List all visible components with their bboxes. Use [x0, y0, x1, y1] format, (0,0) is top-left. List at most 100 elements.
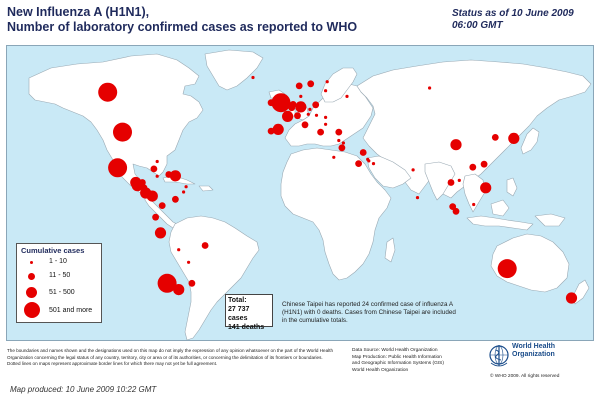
case-marker-israel — [338, 144, 346, 152]
case-marker-venezuela — [172, 195, 179, 203]
legend-item-m: 51 - 500 — [17, 285, 101, 301]
philippines-landmass — [506, 177, 518, 197]
scandinavia-landmass — [320, 67, 358, 103]
total-deaths: 141 deaths — [228, 324, 265, 331]
source-line-4: World Health Organization — [352, 367, 409, 373]
case-marker-hungary — [314, 113, 319, 117]
case-marker-italy — [301, 121, 309, 129]
copyright: © WHO 2009. All rights reserved — [490, 374, 560, 379]
case-marker-uruguay — [188, 279, 196, 287]
greenland-landmass — [204, 49, 264, 91]
case-marker-qatar — [367, 159, 371, 163]
case-marker-honduras — [139, 179, 146, 186]
case-marker-belgium — [288, 104, 296, 112]
case-marker-poland — [312, 101, 320, 109]
case-marker-germany — [295, 101, 307, 113]
chinese-taipei-note: Chinese Taipei has reported 24 confirmed… — [282, 301, 456, 324]
status-date: Status as of 10 June 2009 06:00 GMT — [452, 8, 597, 32]
case-marker-switzerland — [294, 112, 301, 120]
case-marker-kuwait — [359, 149, 367, 156]
legend-item-l: 501 and more — [17, 302, 101, 318]
case-marker-canada — [98, 82, 118, 102]
case-marker-united-states — [113, 122, 132, 142]
case-marker-denmark — [299, 94, 303, 98]
arabia-landmass — [366, 155, 412, 189]
case-marker-lebanon — [341, 141, 345, 145]
case-marker-viet-nam — [457, 178, 461, 182]
who-name-line-1: World Health — [512, 343, 556, 350]
legend-label-l: 501 and more — [49, 307, 93, 314]
case-marker-thailand — [447, 179, 455, 186]
case-marker-estonia — [324, 89, 328, 93]
case-marker-china — [450, 139, 462, 151]
case-marker-saudi-arabia — [355, 160, 362, 167]
source-line-3: and Geographic Information Systems (GIS) — [352, 361, 444, 366]
case-marker-spain — [272, 123, 284, 135]
africa-landmass — [280, 147, 392, 281]
case-marker-paraguay — [187, 260, 191, 264]
indochina-landmass — [462, 173, 486, 213]
legend-item-s: 11 - 50 — [17, 269, 101, 285]
case-marker-united-arab-emirates — [371, 162, 376, 166]
case-marker-russia — [345, 94, 349, 98]
status-line-2: 06:00 GMT — [452, 20, 503, 31]
case-marker-turkey — [335, 128, 343, 136]
hispaniola-landmass — [198, 185, 214, 192]
legend-item-xs: 1 - 10 — [17, 255, 101, 271]
legend: Cumulative cases 1 - 10 11 - 50 51 - 500… — [16, 243, 102, 323]
total-label: Total: — [228, 297, 247, 304]
source-line-1: Data Source: World Health Organization — [352, 348, 438, 353]
case-marker-austria — [306, 112, 310, 116]
case-marker-peru — [154, 227, 167, 239]
case-marker-bahamas — [155, 159, 159, 164]
case-marker-republic-of-korea — [491, 134, 499, 141]
who-emblem-icon — [489, 345, 509, 367]
case-marker-puerto-rico — [169, 170, 181, 182]
legend-label-s: 11 - 50 — [49, 272, 71, 279]
india-landmass — [424, 161, 456, 201]
case-marker-singapore — [452, 207, 460, 215]
south-america-landmass — [168, 215, 260, 340]
legend-dot-s — [28, 273, 35, 280]
indonesia-landmass — [466, 215, 534, 231]
total-cases: 27 737 cases — [228, 306, 250, 322]
case-marker-jamaica — [155, 174, 159, 178]
case-marker-norway — [295, 82, 303, 90]
case-marker-romania — [324, 115, 328, 119]
case-marker-bolivia — [177, 248, 181, 252]
legend-dot-xs — [30, 261, 33, 264]
status-line-1: Status as of 10 June 2009 — [452, 8, 574, 19]
case-marker-czech-republic — [308, 107, 312, 111]
case-marker-brunei — [472, 202, 476, 207]
legend-label-m: 51 - 500 — [49, 289, 75, 296]
case-marker-sweden — [307, 80, 315, 88]
case-marker-trinidad-and-tobago — [182, 190, 186, 194]
case-marker-sri-lanka — [415, 196, 420, 200]
case-marker-cuba — [150, 165, 158, 173]
case-marker-united-kingdom — [271, 93, 291, 113]
case-marker-philippines — [480, 182, 492, 194]
case-marker-australia — [497, 259, 517, 279]
japan-landmass — [520, 127, 540, 155]
borneo-landmass — [490, 199, 510, 217]
legend-label-xs: 1 - 10 — [49, 258, 67, 265]
map-produced-date: Map produced: 10 June 2009 10:22 GMT — [10, 385, 157, 394]
world-map-svg — [28, 49, 592, 340]
case-marker-france — [282, 110, 294, 122]
legend-title: Cumulative cases — [21, 246, 85, 255]
who-name-line-2: Organization — [512, 351, 555, 358]
case-marker-mexico — [108, 158, 128, 178]
new-guinea-landmass — [534, 213, 566, 227]
world-map — [6, 45, 594, 341]
case-marker-japan — [508, 132, 520, 144]
case-marker-ecuador — [152, 213, 160, 221]
case-marker-finland — [325, 80, 329, 84]
title-line-2: Number of laboratory confirmed cases as … — [7, 20, 358, 34]
madagascar-landmass — [384, 237, 396, 263]
case-marker-india — [411, 168, 415, 172]
total-box: Total: 27 737 cases 141 deaths — [225, 294, 273, 331]
case-marker-bulgaria — [324, 122, 328, 126]
who-name: World Health Organization — [512, 343, 555, 359]
legend-dot-m — [26, 287, 37, 298]
